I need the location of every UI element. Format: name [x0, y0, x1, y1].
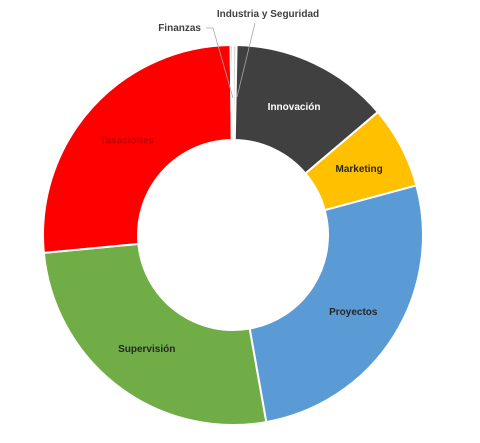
label-tasaciones: Tasaciones [100, 135, 154, 146]
leader-line-finanzas [206, 27, 234, 99]
label-marketing: Marketing [336, 164, 383, 175]
label-finanzas: Finanzas [158, 23, 201, 34]
slice-tasaciones [42, 44, 233, 254]
label-innovacion: Innovación [268, 102, 321, 113]
slice-proyectos [248, 184, 424, 424]
leader-line-industria-y-seguridad [236, 22, 256, 98]
slice-supervision [42, 242, 268, 426]
label-proyectos: Proyectos [329, 307, 378, 318]
slices-group [42, 43, 424, 426]
label-supervision: Supervisión [118, 344, 175, 355]
label-industria-y-seguridad: Industria y Seguridad [217, 9, 319, 20]
leader-lines-group [206, 22, 256, 99]
labels-group: Industria y Seguridad Innovación Marketing… [100, 9, 383, 355]
